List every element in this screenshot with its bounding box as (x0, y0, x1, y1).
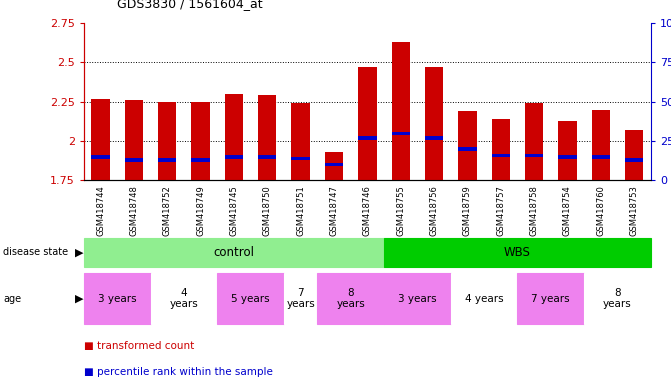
Bar (458, 111, 476, 180)
Bar (492, 119, 510, 180)
Bar (325, 163, 343, 167)
Text: WBS: WBS (504, 246, 531, 259)
Bar (592, 109, 610, 180)
Bar (258, 96, 276, 180)
Text: control: control (213, 246, 254, 259)
Text: ■ transformed count: ■ transformed count (84, 341, 194, 351)
Bar (125, 100, 143, 180)
Bar (525, 103, 544, 180)
Bar (558, 155, 576, 159)
Bar (392, 42, 410, 180)
Bar (191, 158, 210, 162)
Text: 7
years: 7 years (287, 288, 315, 310)
Bar (492, 154, 510, 157)
Bar (91, 155, 110, 159)
Text: 8
years: 8 years (603, 288, 632, 310)
Text: 3 years: 3 years (98, 293, 136, 304)
Text: age: age (3, 293, 21, 304)
Text: 4 years: 4 years (465, 293, 503, 304)
Bar (458, 147, 476, 151)
Bar (425, 67, 444, 180)
Bar (225, 94, 243, 180)
Bar (158, 102, 176, 180)
Bar (392, 131, 410, 135)
Bar (592, 155, 610, 159)
Bar (558, 121, 576, 180)
Bar (625, 158, 643, 162)
Text: ■ percentile rank within the sample: ■ percentile rank within the sample (84, 367, 272, 377)
Text: ▶: ▶ (75, 247, 83, 258)
Text: ▶: ▶ (75, 293, 83, 304)
Text: 3 years: 3 years (398, 293, 437, 304)
Bar (625, 130, 643, 180)
Bar (358, 136, 376, 140)
Bar (291, 157, 310, 160)
Bar (325, 152, 343, 180)
Bar (191, 102, 210, 180)
Bar (125, 158, 143, 162)
Bar (91, 99, 110, 180)
Bar (425, 136, 444, 140)
Text: GDS3830 / 1561604_at: GDS3830 / 1561604_at (117, 0, 263, 10)
Bar (358, 67, 376, 180)
Bar (258, 155, 276, 159)
Bar (525, 154, 544, 157)
Text: 8
years: 8 years (336, 288, 365, 310)
Bar (225, 155, 243, 159)
Bar (291, 103, 310, 180)
Text: 7 years: 7 years (531, 293, 570, 304)
Text: disease state: disease state (3, 247, 68, 258)
Text: 5 years: 5 years (231, 293, 270, 304)
Text: 4
years: 4 years (170, 288, 199, 310)
Bar (158, 158, 176, 162)
